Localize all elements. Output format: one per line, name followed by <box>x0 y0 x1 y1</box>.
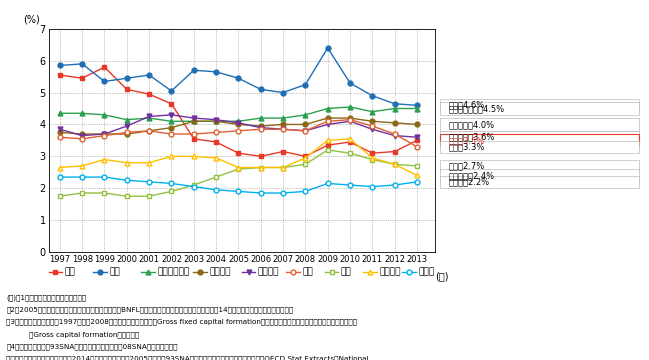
Text: 2　2005年の英国については、英国原子燃料会社（BNFL）の資産・債務の中央政府への承継（約14億ポンド）の影響を除いている。: 2 2005年の英国については、英国原子燃料会社（BNFL）の資産・債務の中央政… <box>6 306 294 313</box>
FancyBboxPatch shape <box>440 99 639 111</box>
Text: 資料）日本については、内閣府「2014年度国民経済計算（2005年基準・93SNA）（確報）、その他の国については、OECD Stat.Extracts『Nat: 資料）日本については、内閣府「2014年度国民経済計算（2005年基準・93SN… <box>6 356 369 360</box>
FancyBboxPatch shape <box>440 176 639 188</box>
FancyBboxPatch shape <box>440 134 639 147</box>
Text: 日本: 日本 <box>65 267 76 276</box>
Text: 米国: 米国 <box>302 267 313 276</box>
Text: 4　日本については93SNA、その他の国については08SNAによるデータ。: 4 日本については93SNA、その他の国については08SNAによるデータ。 <box>6 343 178 350</box>
Text: 英国、2.7%: 英国、2.7% <box>448 161 485 170</box>
Text: オランダ、3.6%: オランダ、3.6% <box>448 133 495 142</box>
Text: (%): (%) <box>23 14 40 24</box>
FancyBboxPatch shape <box>440 118 639 131</box>
Text: 米国、3.3%: 米国、3.3% <box>448 142 485 151</box>
Text: フランス: フランス <box>210 267 231 276</box>
FancyBboxPatch shape <box>440 160 639 172</box>
Text: 英国: 英国 <box>341 267 352 276</box>
Text: イタリア、2.4%: イタリア、2.4% <box>448 171 495 180</box>
Text: （Gross capital formation）を使用。: （Gross capital formation）を使用。 <box>29 331 140 338</box>
Text: 3　ドイツ・フランス（1997年から2008年）は総固定資本形成（Gross fixed capital formation）のデータが無いため、すべての年で総: 3 ドイツ・フランス（1997年から2008年）は総固定資本形成（Gross f… <box>6 319 358 325</box>
Text: イタリア: イタリア <box>380 267 401 276</box>
Text: ドイツ、2.2%: ドイツ、2.2% <box>448 177 490 186</box>
FancyBboxPatch shape <box>440 103 639 114</box>
FancyBboxPatch shape <box>440 141 639 153</box>
Text: 韓国: 韓国 <box>109 267 120 276</box>
Text: 日本、3.5%: 日本、3.5% <box>448 136 485 145</box>
Text: オランダ: オランダ <box>258 267 280 276</box>
Text: 韓国、4.6%: 韓国、4.6% <box>448 101 485 110</box>
FancyBboxPatch shape <box>440 170 639 181</box>
Text: (注)、1　すべて名目値を用いている。: (注)、1 すべて名目値を用いている。 <box>6 294 87 301</box>
Text: スウェーデン、4.5%: スウェーデン、4.5% <box>448 104 505 113</box>
Text: (年): (年) <box>435 271 449 281</box>
FancyBboxPatch shape <box>440 131 639 143</box>
Text: フランス、4.0%: フランス、4.0% <box>448 120 495 129</box>
Text: ドイツ: ドイツ <box>418 267 434 276</box>
Text: スウェーデン: スウェーデン <box>158 267 190 276</box>
